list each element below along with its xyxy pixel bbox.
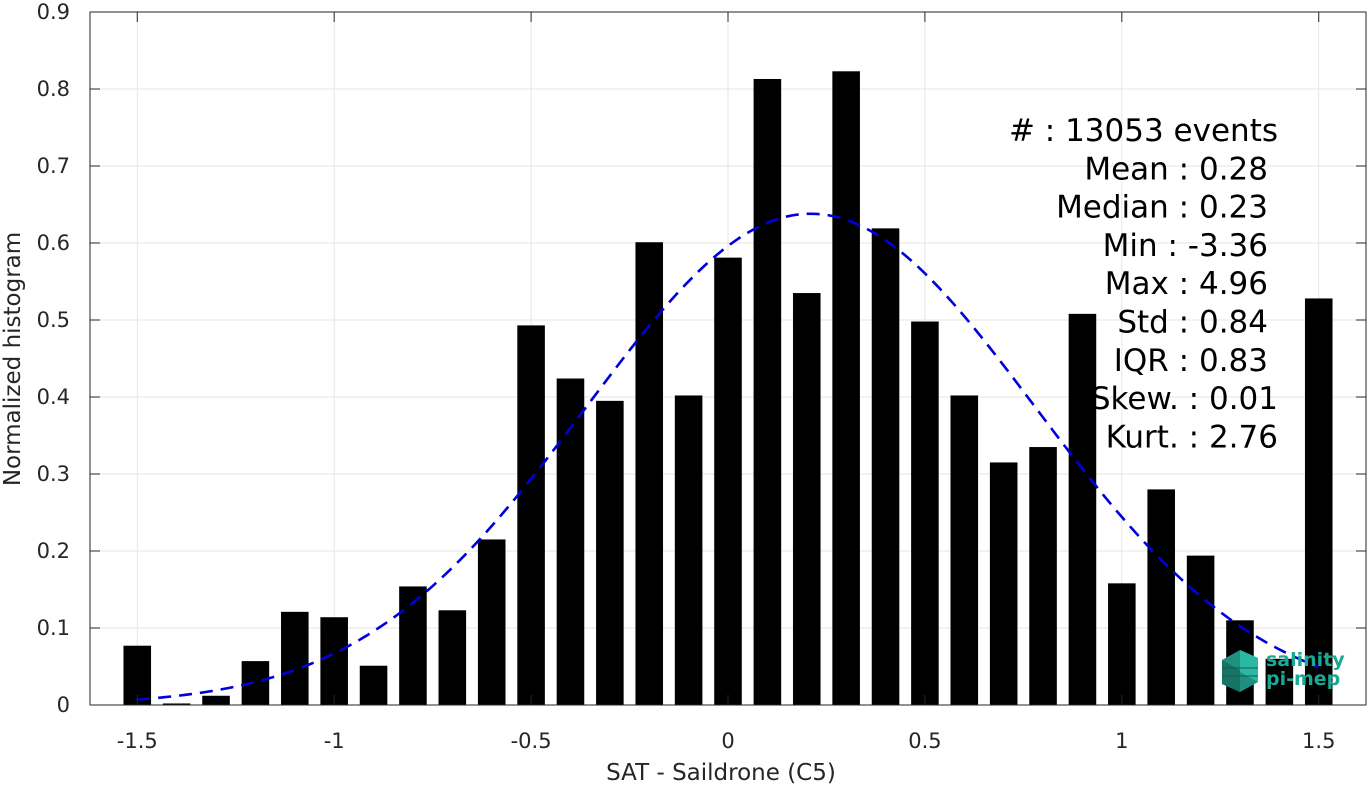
bar-29: [1265, 658, 1294, 705]
stat-line-3: Min : -3.36: [1103, 228, 1268, 264]
stat-line-7: Skew. : 0.01: [1091, 381, 1278, 417]
bar-27: [1186, 555, 1215, 705]
y-tick-label-2: 0.2: [37, 539, 70, 563]
bar-18: [832, 71, 860, 706]
y-tick-label-5: 0.5: [37, 308, 70, 332]
y-tick-label-3: 0.3: [37, 462, 70, 486]
salinity-pimep-logo: salinity pi-mep: [1222, 649, 1345, 692]
y-axis-label: Normalized histogram: [0, 232, 26, 486]
x-tick-label-6: 1.5: [1302, 729, 1335, 753]
bar-15: [714, 257, 742, 705]
cube-logo-icon: [1222, 650, 1258, 692]
x-tick-label-0: -1.5: [117, 729, 158, 753]
x-tick-labels: -1.5 -1 -0.5 0 0.5 1 1.5: [117, 729, 1336, 753]
bar-8: [438, 610, 467, 705]
bar-10: [517, 325, 545, 705]
gaussian-fit-curve: [137, 212, 1320, 701]
bar-25: [1108, 583, 1136, 705]
y-tick-label-9: 0.9: [37, 0, 70, 24]
y-tick-label-1: 0.1: [37, 616, 70, 640]
bar-24: [1068, 313, 1097, 705]
bar-9: [477, 539, 506, 705]
y-tick-label-4: 0.4: [37, 385, 70, 409]
y-tick-label-0: 0: [57, 693, 70, 717]
bar-7: [399, 586, 427, 705]
bar-21: [950, 395, 979, 705]
bar-1: [162, 703, 191, 705]
bar-16: [753, 78, 782, 706]
bar-6: [359, 665, 388, 705]
y-tick-label-8: 0.8: [37, 77, 70, 101]
x-tick-label-2: -0.5: [511, 729, 552, 753]
bar-26: [1147, 489, 1175, 705]
stat-line-8: Kurt. : 2.76: [1106, 419, 1278, 455]
bar-13: [635, 242, 664, 706]
stat-line-1: Mean : 0.28: [1084, 151, 1268, 187]
bar-12: [596, 400, 624, 705]
logo-line-1: salinity: [1266, 649, 1345, 671]
x-tick-label-4: 0.5: [908, 729, 941, 753]
bar-4: [281, 611, 309, 705]
bar-30: [1304, 298, 1333, 705]
x-tick-label-5: 1: [1115, 729, 1128, 753]
y-tick-label-7: 0.7: [37, 154, 70, 178]
y-tick-label-6: 0.6: [37, 231, 70, 255]
bar-19: [871, 228, 900, 705]
stat-line-5: Std : 0.84: [1117, 305, 1268, 341]
stat-line-2: Median : 0.23: [1056, 190, 1268, 226]
logo-line-2: pi-mep: [1266, 668, 1340, 690]
x-axis-label: SAT - Saildrone (C5): [606, 760, 836, 785]
y-tick-labels: 0 0.1 0.2 0.3 0.4 0.5 0.6 0.7 0.8 0.9: [37, 0, 70, 717]
bar-20: [911, 321, 939, 705]
bar-2: [202, 695, 230, 705]
bar-17: [792, 293, 821, 705]
bar-series: [123, 71, 1333, 706]
x-tick-label-3: 0: [721, 729, 734, 753]
stat-line-4: Max : 4.96: [1105, 266, 1268, 302]
tick-marks: [90, 11, 1366, 706]
bar-11: [556, 378, 585, 705]
bar-23: [1029, 447, 1057, 705]
stat-line-6: IQR : 0.83: [1114, 343, 1268, 379]
bar-5: [320, 617, 348, 705]
bar-22: [989, 462, 1018, 705]
stat-line-0: # : 13053 events: [1009, 113, 1278, 149]
x-tick-label-1: -1: [324, 729, 345, 753]
bar-14: [674, 395, 703, 705]
